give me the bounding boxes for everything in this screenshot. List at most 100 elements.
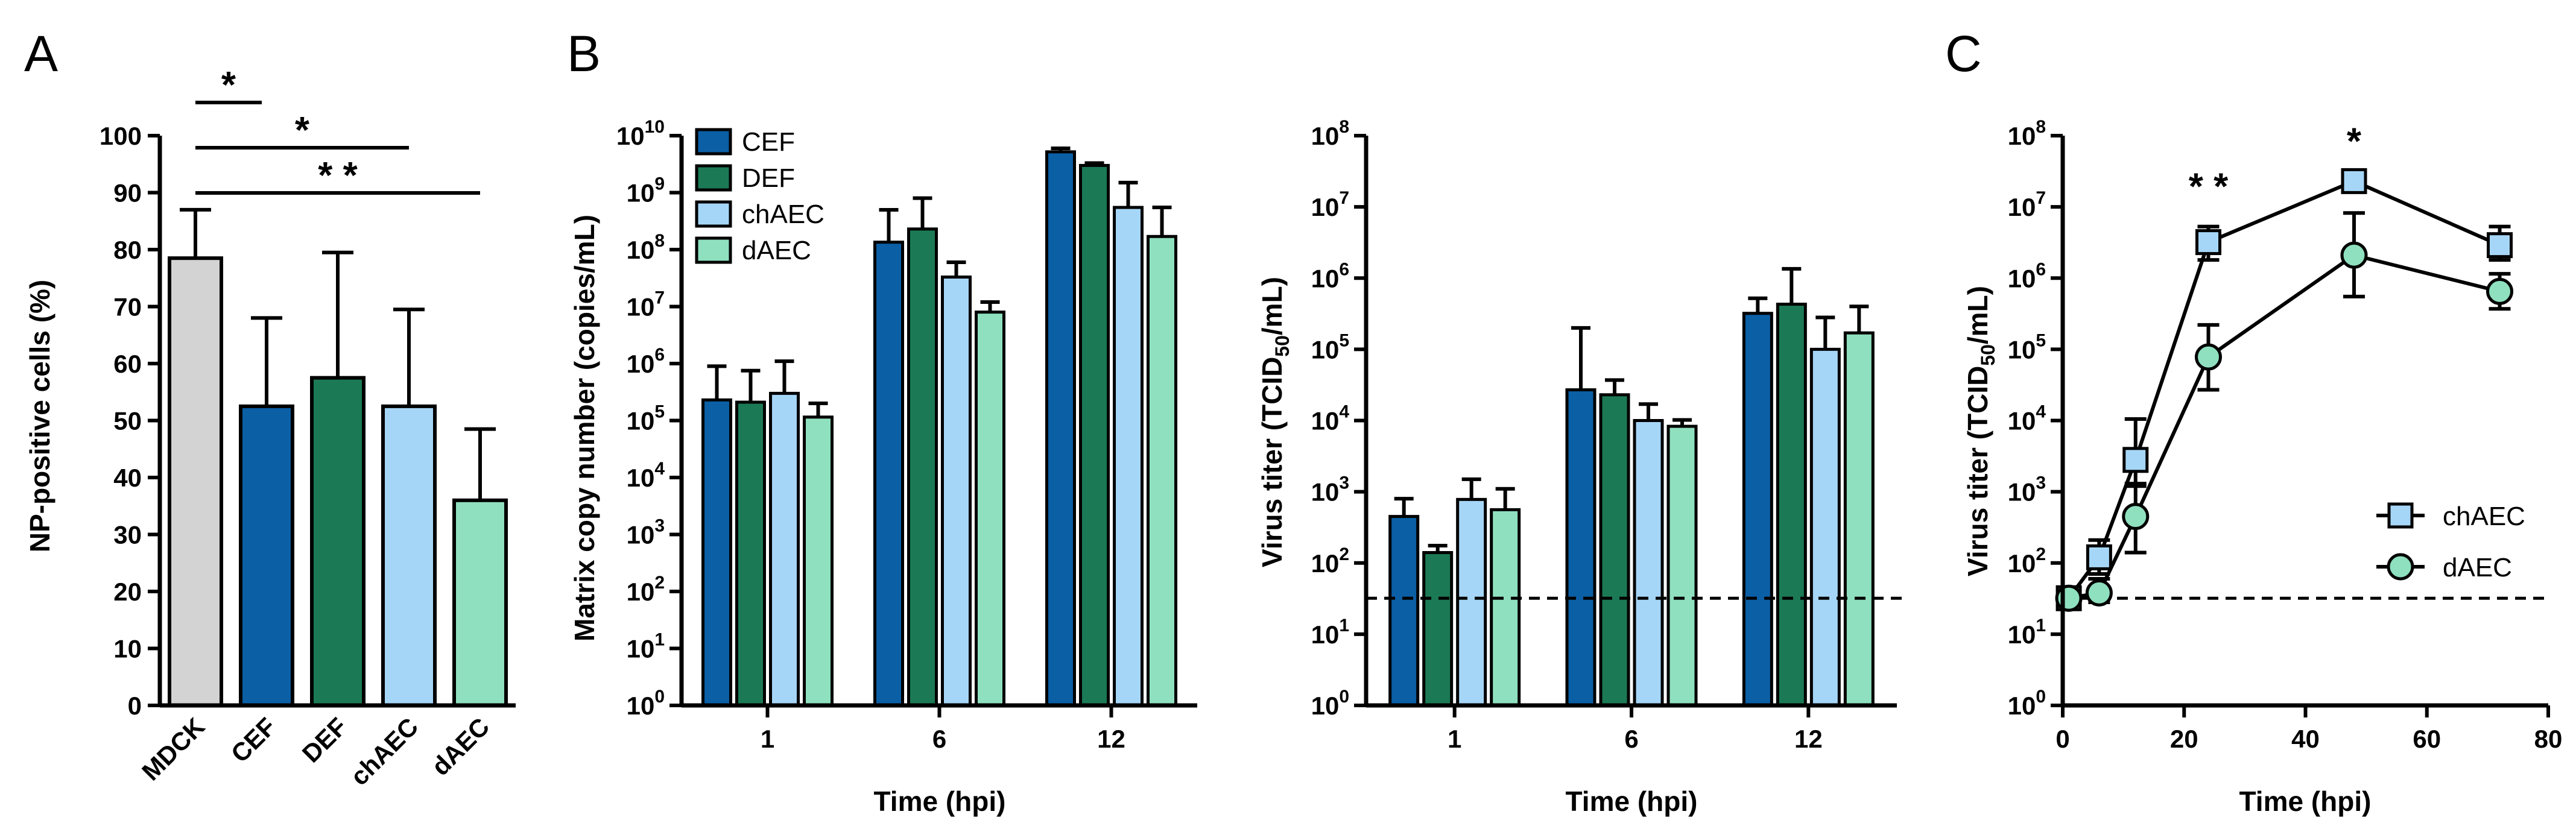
xtick-label-c-60: 60 xyxy=(2413,725,2441,753)
ytick-label-gB-6-exp: 6 xyxy=(654,345,665,365)
point-c-chAEC-6 xyxy=(2086,544,2112,570)
ytick-label-gB-1: 101 xyxy=(627,630,665,663)
legend-label-chAEC: chAEC xyxy=(742,200,824,229)
xtick-label-gB2-6: 6 xyxy=(1624,725,1638,753)
point-c-dAEC-48 xyxy=(2340,241,2368,269)
ytick-label-gB2-3-base: 10 xyxy=(1311,478,1340,506)
ytick-label-gB-3-base: 10 xyxy=(627,521,655,549)
bar-gB-CEF-6 xyxy=(873,241,904,707)
panel-c-ylabel-sub: 50 xyxy=(1977,344,1999,366)
bar-gB2-chAEC-6 xyxy=(1633,419,1664,707)
legend-label-c-chAEC: chAEC xyxy=(2443,502,2525,531)
ytick-label-a-0: 0 xyxy=(128,692,142,720)
legend-label-dAEC: dAEC xyxy=(742,236,811,265)
ytick-label-a-60: 60 xyxy=(113,350,142,378)
bar-gB-CEF-1 xyxy=(701,398,732,707)
xtick-label-a-MDCK: MDCK xyxy=(136,712,210,786)
ytick-label-c-2-base: 10 xyxy=(2008,549,2036,578)
ytick-label-gB-0: 100 xyxy=(627,687,665,720)
point-c-chAEC-72 xyxy=(2487,232,2513,259)
ytick-label-gB2-4: 104 xyxy=(1311,402,1350,435)
ytick-label-gB-10: 1010 xyxy=(616,117,665,150)
ytick-label-c-4-exp: 4 xyxy=(2036,402,2046,422)
xtick-label-c-80: 80 xyxy=(2534,725,2563,753)
point-c-dAEC-1 xyxy=(2055,584,2083,612)
xtick-label-c-20: 20 xyxy=(2170,725,2198,753)
ytick-label-c-0-exp: 0 xyxy=(2036,687,2046,707)
ytick-label-gB2-8: 108 xyxy=(1311,117,1349,150)
panel-b2-ylabel: Virus titer (TCID50/mL) xyxy=(1256,277,1293,567)
ytick-label-c-6-base: 10 xyxy=(2008,264,2036,292)
legend-marker-chAEC xyxy=(2387,502,2414,529)
legend-swatch-CEF xyxy=(695,128,732,156)
ytick-label-gB2-6-exp: 6 xyxy=(1339,259,1349,279)
ytick-label-a-80: 80 xyxy=(113,236,142,264)
ytick-label-gB2-4-exp: 4 xyxy=(1339,402,1349,422)
ytick-label-gB-4: 104 xyxy=(627,459,665,492)
bar-gB2-CEF-12 xyxy=(1742,312,1773,707)
ytick-label-gB2-5: 105 xyxy=(1311,330,1349,364)
ytick-label-c-7: 107 xyxy=(2008,188,2046,221)
ytick-label-gB-5-exp: 5 xyxy=(654,402,665,422)
ytick-label-a-10: 10 xyxy=(113,635,142,663)
ytick-label-gB-10-exp: 10 xyxy=(645,117,665,137)
ytick-label-c-4-base: 10 xyxy=(2008,407,2036,435)
bar-gB-dAEC-6 xyxy=(975,311,1005,707)
xtick-label-a-DEF: DEF xyxy=(297,712,353,768)
panel-c-ylabel: Virus titer (TCID50/mL) xyxy=(1962,286,1999,576)
ytick-label-a-70: 70 xyxy=(113,293,142,321)
xtick-label-a-chAEC: chAEC xyxy=(345,712,424,791)
ytick-label-gB2-5-base: 10 xyxy=(1311,335,1340,364)
bar-gB2-chAEC-12 xyxy=(1809,347,1841,707)
ytick-label-gB2-1-base: 10 xyxy=(1311,620,1340,649)
bar-gB2-DEF-12 xyxy=(1776,303,1807,707)
bar-a-dAEC xyxy=(452,498,508,707)
panel-c-xlabel: Time (hpi) xyxy=(2239,786,2372,817)
series-line-c-dAEC xyxy=(2068,253,2501,601)
ytick-label-c-5: 105 xyxy=(2008,330,2046,364)
sig-label-a-0: * xyxy=(221,65,236,106)
panel-b2-ylabel-post: /mL) xyxy=(1256,277,1288,335)
bar-gB2-DEF-1 xyxy=(1422,550,1454,707)
sig-label-a-1: * xyxy=(295,110,310,151)
ytick-label-gB2-7: 107 xyxy=(1311,188,1349,221)
ytick-label-c-0: 100 xyxy=(2008,687,2046,720)
bar-gB-DEF-1 xyxy=(735,400,766,707)
point-c-chAEC-48 xyxy=(2341,168,2367,194)
ytick-label-c-1-exp: 1 xyxy=(2036,616,2046,635)
ytick-label-c-2-exp: 2 xyxy=(2036,544,2046,564)
bar-a-MDCK xyxy=(168,256,223,707)
xtick-label-gB2-1: 1 xyxy=(1448,725,1461,753)
ytick-label-gB-2-base: 10 xyxy=(627,578,655,606)
ytick-label-gB-5-base: 10 xyxy=(627,407,655,435)
ytick-label-gB-0-exp: 0 xyxy=(654,687,665,707)
panel-b-xlabel: Time (hpi) xyxy=(874,786,1006,817)
ytick-label-c-5-exp: 5 xyxy=(2036,330,2046,350)
ytick-label-gB2-0-exp: 0 xyxy=(1339,687,1349,707)
ytick-label-c-8-base: 10 xyxy=(2008,122,2036,150)
sig-label-c-1: * xyxy=(2347,121,2362,162)
point-c-dAEC-12 xyxy=(2122,503,2150,531)
bar-gB2-dAEC-12 xyxy=(1843,331,1875,707)
ytick-label-c-8: 108 xyxy=(2008,117,2046,150)
ytick-label-gB-4-exp: 4 xyxy=(654,459,665,479)
ytick-label-gB-7-exp: 7 xyxy=(654,288,665,308)
legend-swatch-chAEC xyxy=(695,200,732,228)
legend-label-c-dAEC: dAEC xyxy=(2443,553,2512,582)
xtick-label-a-dAEC: dAEC xyxy=(426,712,495,781)
ytick-label-gB-8-base: 10 xyxy=(627,236,655,264)
point-c-dAEC-24 xyxy=(2195,343,2222,371)
ytick-label-c-3: 103 xyxy=(2008,473,2046,506)
bar-gB2-CEF-1 xyxy=(1388,515,1420,707)
ytick-label-gB2-8-exp: 8 xyxy=(1339,117,1349,137)
ytick-label-a-50: 50 xyxy=(113,407,142,435)
ytick-label-gB-1-exp: 1 xyxy=(654,630,665,650)
bar-gB2-CEF-6 xyxy=(1565,388,1597,707)
ytick-label-c-3-exp: 3 xyxy=(2036,473,2046,493)
ytick-label-gB-7: 107 xyxy=(627,288,665,321)
ytick-label-gB-1-base: 10 xyxy=(627,635,655,663)
xtick-label-gB-12: 12 xyxy=(1097,725,1125,753)
ytick-label-gB-8-exp: 8 xyxy=(654,231,665,251)
legend-swatch-dAEC xyxy=(695,236,732,264)
